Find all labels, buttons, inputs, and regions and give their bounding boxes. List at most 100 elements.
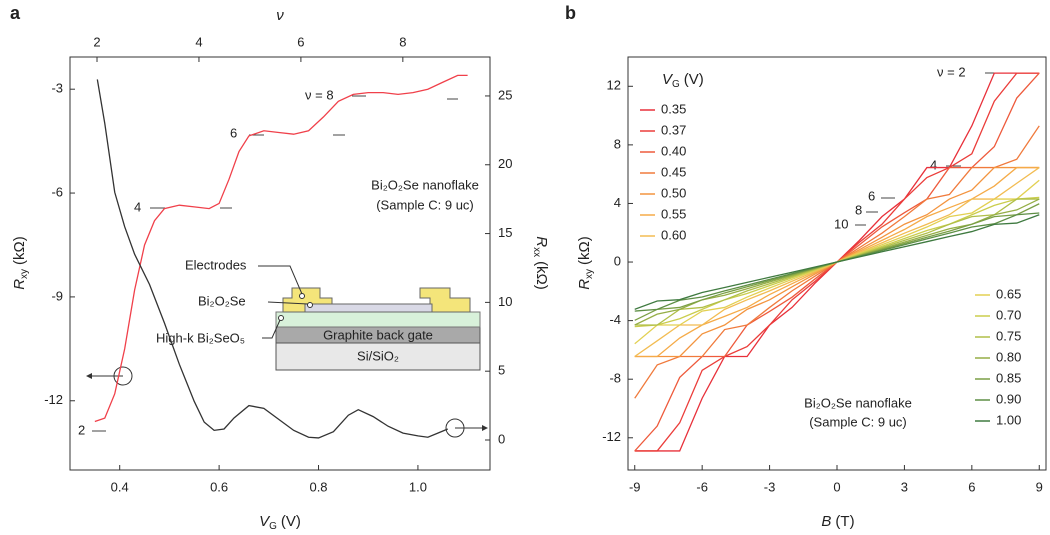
x-tick-label: 0.8 [309,479,327,494]
pointer-line [267,301,309,305]
pointer-line [258,265,303,295]
x-tick-label: -6 [696,479,708,494]
x2-tick-label: 2 [93,34,100,49]
y-tick-label: -6 [51,184,63,199]
label-symbol: R [576,279,593,290]
x2-tick-label: 6 [297,34,304,49]
substrate [275,342,481,371]
plateau-label: 6 [230,125,237,140]
x-tick-label: 3 [901,479,908,494]
y-tick-label: 4 [614,195,621,210]
label-subscript: G [269,521,277,532]
x-tick-label: -9 [629,479,641,494]
plateau-label: 10 [834,216,848,231]
electrode [282,287,333,313]
legend-label: 0.60 [661,227,686,242]
sample-label: Bi₂O₂Se nanoflake [371,177,479,192]
y-tick-label: -12 [602,429,621,444]
y-tick-label: 0 [614,253,621,268]
x-tick-label: 0 [833,479,840,494]
legend-label: 0.40 [661,143,686,158]
x-tick-label: 0.6 [210,479,228,494]
legend-label: 0.50 [661,185,686,200]
legend-label: 0.35 [661,101,686,116]
plateau-label: 6 [868,188,875,203]
inset-label: High-k Bi₂SeO₅ [156,330,245,345]
y2-tick-label: 10 [498,294,512,309]
axis-label: Rxy (kΩ) [11,236,30,290]
y2-tick-label: 25 [498,87,512,102]
plot-frame [69,56,491,471]
inset-label: Bi₂O₂Se [198,293,246,308]
plateau-label: 2 [78,422,85,437]
axis-label: ν [276,7,284,24]
x-tick-label: 0.4 [111,479,129,494]
x-tick-label: 6 [968,479,975,494]
plateau-label: 4 [134,199,141,214]
axis-label: Rxy (kΩ) [576,236,595,290]
pointer-dot [307,302,313,308]
label-subscript: G [672,79,680,90]
label-symbol: V [259,513,271,530]
pointer-line [262,319,281,339]
label-subscript: xx [531,247,542,257]
legend-label: 0.90 [996,391,1021,406]
axis-label: B (T) [821,513,854,530]
x-tick-label: 1.0 [409,479,427,494]
y-tick-label: -9 [51,288,63,303]
label-unit: (kΩ) [576,236,593,265]
legend-label: 0.75 [996,328,1021,343]
y2-tick-label: 15 [498,225,512,240]
y-tick-label: 12 [607,78,621,93]
legend-label: 0.45 [661,164,686,179]
label-unit: (V) [281,513,301,530]
data-line [634,214,1040,310]
pointer-dot [278,315,284,321]
axis-label: Rxx (kΩ) [531,236,550,290]
axis-label: VG (V) [662,71,704,90]
data-line [94,74,468,423]
inset-label: Si/SiO₂ [357,348,399,363]
legend-label: 0.55 [661,206,686,221]
y-tick-label: -3 [51,81,63,96]
plateau-label: ν = 2 [937,64,966,79]
panel-label: b [565,3,576,23]
inset-label: Graphite back gate [323,327,433,342]
electrode [419,287,471,313]
label-symbol: V [662,71,674,88]
flake-layer [299,303,433,313]
plateau-label: ν = 8 [305,87,334,102]
y2-tick-label: 20 [498,156,512,171]
label-unit: (kΩ) [11,236,28,265]
label-symbol: B [821,513,831,530]
pointer-dot [299,293,305,299]
label-symbol: R [533,236,550,247]
y-tick-label: -8 [609,371,621,386]
plateau-label: 8 [855,202,862,217]
inset-label: Electrodes [185,257,247,272]
legend-label: 0.85 [996,370,1021,385]
sample-label: (Sample C: 9 uc) [376,197,474,212]
panel-label: a [10,3,21,23]
axis-label: VG (V) [259,513,301,532]
x2-tick-label: 4 [195,34,202,49]
y-tick-label: -4 [609,312,621,327]
legend-label: 0.65 [996,286,1021,301]
y2-tick-label: 5 [498,363,505,378]
label-subscript: xy [19,269,30,279]
y-tick-label: 8 [614,136,621,151]
label-unit: (V) [684,71,704,88]
label-unit: (kΩ) [533,261,550,290]
legend-label: 1.00 [996,412,1021,427]
label-subscript: xy [584,269,595,279]
data-line [96,79,448,439]
x-tick-label: -3 [764,479,776,494]
axis-indicator [482,425,488,431]
x-tick-label: 9 [1036,479,1043,494]
legend-label: 0.37 [661,122,686,137]
legend-label: 0.80 [996,349,1021,364]
legend-label: 0.70 [996,307,1021,322]
y-tick-label: -12 [44,392,63,407]
dielectric-layer [275,311,481,328]
